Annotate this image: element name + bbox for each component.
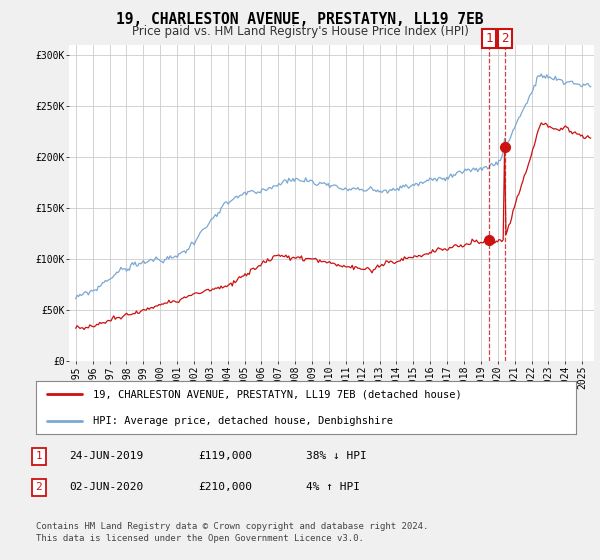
Text: 2: 2 [501,32,509,45]
Text: 1: 1 [35,451,43,461]
Text: 24-JUN-2019: 24-JUN-2019 [69,451,143,461]
Text: HPI: Average price, detached house, Denbighshire: HPI: Average price, detached house, Denb… [93,416,392,426]
Text: £119,000: £119,000 [198,451,252,461]
Text: 19, CHARLESTON AVENUE, PRESTATYN, LL19 7EB: 19, CHARLESTON AVENUE, PRESTATYN, LL19 7… [116,12,484,27]
Text: Price paid vs. HM Land Registry's House Price Index (HPI): Price paid vs. HM Land Registry's House … [131,25,469,38]
Text: Contains HM Land Registry data © Crown copyright and database right 2024.
This d: Contains HM Land Registry data © Crown c… [36,522,428,543]
Text: 2: 2 [35,482,43,492]
Text: £210,000: £210,000 [198,482,252,492]
Text: 1: 1 [485,32,493,45]
Text: 19, CHARLESTON AVENUE, PRESTATYN, LL19 7EB (detached house): 19, CHARLESTON AVENUE, PRESTATYN, LL19 7… [93,389,461,399]
Text: 02-JUN-2020: 02-JUN-2020 [69,482,143,492]
Text: 4% ↑ HPI: 4% ↑ HPI [306,482,360,492]
Text: 38% ↓ HPI: 38% ↓ HPI [306,451,367,461]
